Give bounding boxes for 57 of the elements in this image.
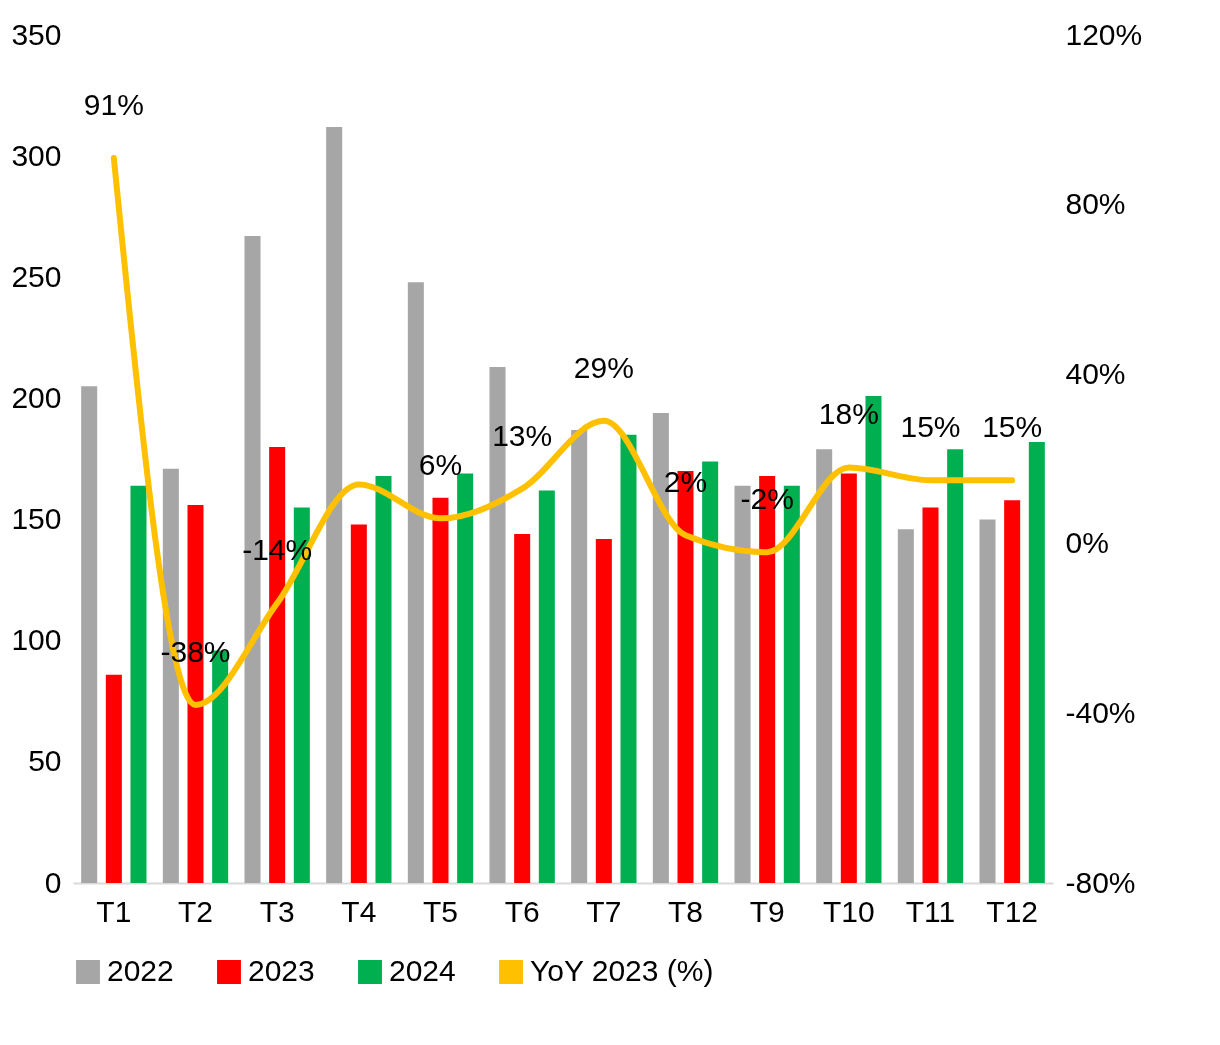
bar [457,473,474,883]
y-tick-label: 100 [11,623,62,657]
x-tick-label: T7 [586,894,622,928]
x-tick-label: T3 [259,894,295,928]
legend-label: YoY 2023 (%) [530,954,714,987]
y-tick-label: 300 [11,138,62,172]
x-tick-label: T9 [749,894,785,928]
data-label: 91% [83,87,144,121]
x-tick-label: T4 [341,894,377,928]
data-label: 13% [492,418,553,452]
bar [840,473,857,883]
bar [947,449,964,883]
y-tick-label: 0 [44,865,62,899]
bar [922,507,939,883]
x-tick-label: T6 [504,894,540,928]
data-label: 15% [900,410,961,444]
y-tick-label: 150 [11,502,62,536]
bar [897,529,914,883]
bar [514,534,531,883]
bar [595,538,612,883]
legend-label: 2024 [389,954,456,987]
x-tick-label: T11 [905,894,956,928]
y2-tick-label: 120% [1065,17,1143,51]
x-tick-label: T1 [96,894,132,928]
y2-tick-label: -40% [1065,695,1136,729]
y2-tick-label: 80% [1065,187,1126,221]
x-tick-label: T2 [177,894,214,928]
legend-label: 2022 [107,954,174,987]
bar [1028,442,1045,883]
bar [816,449,833,883]
y-tick-label: 350 [11,17,62,51]
y2-tick-label: 40% [1065,356,1126,390]
bar [620,434,637,883]
bar [81,386,98,883]
y-tick-label: 50 [28,744,62,778]
bar [538,490,555,883]
bar [130,485,147,883]
x-tick-label: T12 [986,894,1039,928]
data-label: 29% [573,350,634,384]
bar [326,127,343,883]
bar [979,519,996,883]
bar [375,475,392,883]
bar [1004,500,1021,883]
legend-label: 2023 [248,954,315,987]
data-label: 15% [982,410,1043,444]
bar [350,524,367,883]
data-label: 6% [418,448,463,482]
y-tick-label: 200 [11,380,62,414]
y2-tick-label: -80% [1065,865,1136,899]
bar [432,497,449,883]
bar [571,429,588,883]
bar [105,674,122,883]
x-tick-label: T5 [422,894,459,928]
x-tick-label: T10 [822,894,875,928]
y2-tick-label: 0% [1065,526,1109,560]
y-tick-label: 250 [11,259,62,293]
x-tick-label: T8 [667,894,704,928]
